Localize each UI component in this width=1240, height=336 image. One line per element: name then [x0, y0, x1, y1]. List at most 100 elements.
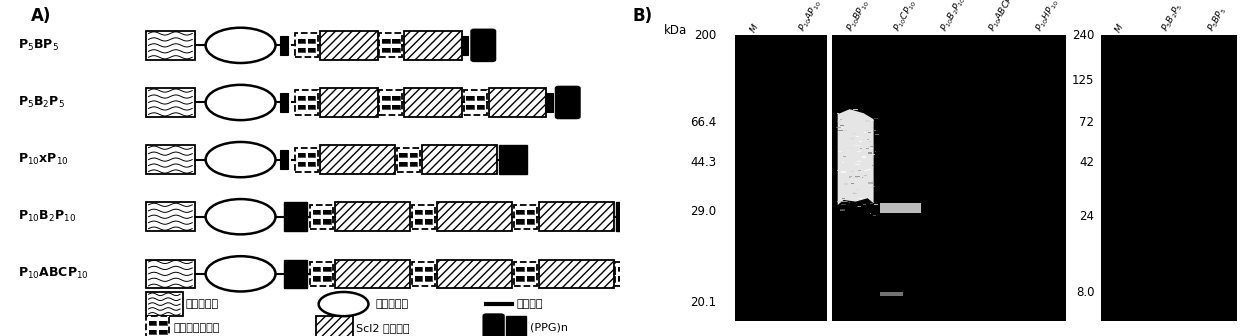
Text: P$_{10}$xP$_{10}$: P$_{10}$xP$_{10}$ — [19, 152, 69, 167]
FancyBboxPatch shape — [310, 262, 334, 286]
FancyBboxPatch shape — [159, 321, 166, 325]
FancyBboxPatch shape — [863, 204, 866, 205]
FancyBboxPatch shape — [873, 130, 875, 131]
FancyBboxPatch shape — [867, 148, 869, 149]
FancyBboxPatch shape — [852, 133, 856, 134]
FancyBboxPatch shape — [506, 316, 527, 336]
FancyBboxPatch shape — [159, 330, 166, 334]
FancyBboxPatch shape — [841, 171, 846, 173]
FancyBboxPatch shape — [320, 145, 394, 174]
FancyBboxPatch shape — [412, 262, 435, 286]
FancyBboxPatch shape — [146, 145, 195, 174]
Text: P$_5$BP$_5$: P$_5$BP$_5$ — [19, 38, 60, 53]
FancyBboxPatch shape — [848, 177, 852, 178]
FancyBboxPatch shape — [858, 170, 861, 171]
FancyBboxPatch shape — [851, 171, 854, 172]
FancyBboxPatch shape — [841, 187, 843, 188]
Text: Scl2 胶原区域: Scl2 胶原区域 — [356, 323, 409, 333]
FancyBboxPatch shape — [841, 209, 844, 211]
FancyBboxPatch shape — [476, 105, 485, 109]
FancyBboxPatch shape — [864, 132, 867, 133]
Polygon shape — [837, 208, 874, 296]
FancyBboxPatch shape — [146, 202, 195, 231]
Text: M: M — [749, 23, 760, 34]
FancyBboxPatch shape — [397, 148, 420, 172]
FancyBboxPatch shape — [516, 277, 525, 281]
FancyBboxPatch shape — [616, 202, 639, 231]
FancyBboxPatch shape — [864, 175, 867, 176]
FancyBboxPatch shape — [409, 153, 417, 157]
FancyBboxPatch shape — [867, 139, 869, 140]
FancyBboxPatch shape — [298, 48, 305, 52]
FancyBboxPatch shape — [322, 267, 331, 271]
Text: 整合素结合位点: 整合素结合位点 — [174, 323, 219, 333]
FancyBboxPatch shape — [873, 215, 875, 216]
FancyBboxPatch shape — [335, 259, 410, 288]
FancyBboxPatch shape — [320, 31, 377, 60]
FancyBboxPatch shape — [414, 210, 422, 214]
FancyBboxPatch shape — [484, 314, 503, 336]
FancyBboxPatch shape — [516, 210, 525, 214]
FancyBboxPatch shape — [615, 262, 639, 286]
FancyBboxPatch shape — [149, 321, 156, 325]
FancyBboxPatch shape — [466, 96, 474, 100]
FancyBboxPatch shape — [404, 88, 463, 117]
FancyBboxPatch shape — [295, 90, 317, 115]
FancyBboxPatch shape — [513, 262, 537, 286]
Text: P$_{10}$B$_2$P$_{10}$: P$_{10}$B$_2$P$_{10}$ — [19, 209, 77, 224]
FancyBboxPatch shape — [869, 185, 872, 186]
FancyBboxPatch shape — [527, 267, 534, 271]
FancyBboxPatch shape — [312, 219, 320, 223]
FancyBboxPatch shape — [857, 130, 858, 131]
Text: P$_{10}$HP$_{10}$: P$_{10}$HP$_{10}$ — [1033, 0, 1061, 34]
FancyBboxPatch shape — [838, 151, 842, 152]
FancyBboxPatch shape — [859, 141, 862, 142]
FancyBboxPatch shape — [856, 164, 859, 165]
FancyBboxPatch shape — [618, 277, 626, 281]
FancyBboxPatch shape — [868, 182, 873, 184]
Ellipse shape — [206, 28, 275, 63]
FancyBboxPatch shape — [842, 201, 847, 202]
Polygon shape — [838, 109, 874, 205]
Text: P$_5$B$_2$P$_5$: P$_5$B$_2$P$_5$ — [1159, 0, 1187, 34]
Text: 8.0: 8.0 — [1076, 286, 1094, 299]
FancyBboxPatch shape — [516, 267, 525, 271]
Text: 29.0: 29.0 — [689, 205, 717, 218]
Ellipse shape — [319, 292, 368, 316]
FancyBboxPatch shape — [322, 219, 331, 223]
FancyBboxPatch shape — [857, 206, 861, 207]
FancyBboxPatch shape — [842, 216, 843, 217]
Text: A): A) — [31, 7, 51, 25]
FancyBboxPatch shape — [335, 202, 410, 231]
FancyBboxPatch shape — [538, 202, 614, 231]
FancyBboxPatch shape — [316, 316, 352, 336]
Text: 引导折叠域: 引导折叠域 — [376, 299, 408, 309]
FancyBboxPatch shape — [870, 186, 875, 187]
FancyBboxPatch shape — [870, 203, 873, 204]
FancyBboxPatch shape — [146, 88, 195, 117]
FancyBboxPatch shape — [308, 96, 315, 100]
Text: 44.3: 44.3 — [689, 157, 717, 169]
FancyBboxPatch shape — [874, 134, 879, 135]
FancyBboxPatch shape — [858, 206, 862, 207]
FancyBboxPatch shape — [730, 277, 738, 281]
FancyBboxPatch shape — [836, 127, 841, 128]
FancyBboxPatch shape — [839, 125, 844, 126]
FancyBboxPatch shape — [404, 31, 463, 60]
FancyBboxPatch shape — [848, 176, 852, 177]
FancyBboxPatch shape — [842, 198, 844, 199]
FancyBboxPatch shape — [837, 127, 841, 128]
FancyBboxPatch shape — [146, 259, 195, 288]
FancyBboxPatch shape — [857, 161, 862, 162]
FancyBboxPatch shape — [854, 176, 859, 177]
Text: 酶切位点: 酶切位点 — [517, 299, 543, 309]
FancyBboxPatch shape — [868, 153, 872, 154]
FancyBboxPatch shape — [862, 157, 866, 158]
FancyBboxPatch shape — [873, 154, 874, 155]
FancyBboxPatch shape — [295, 148, 317, 172]
FancyBboxPatch shape — [1101, 35, 1238, 321]
FancyBboxPatch shape — [466, 105, 474, 109]
FancyBboxPatch shape — [516, 219, 525, 223]
Text: P$_{10}$BP$_{10}$: P$_{10}$BP$_{10}$ — [843, 0, 872, 34]
Text: P$_{10}$AP$_{10}$: P$_{10}$AP$_{10}$ — [796, 0, 825, 34]
